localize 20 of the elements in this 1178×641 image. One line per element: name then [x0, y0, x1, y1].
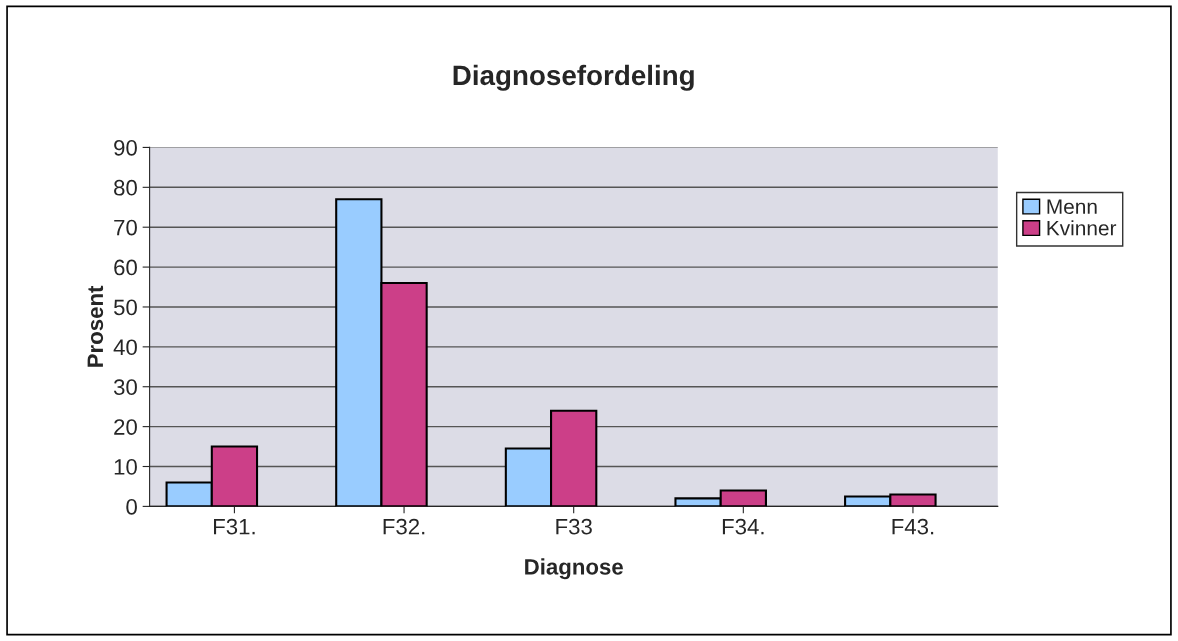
- x-tick-label: F31.: [214, 518, 255, 535]
- y-tick-label: 40: [113, 339, 137, 356]
- x-tick-label: F34.: [722, 518, 764, 535]
- y-tick-label: 60: [114, 259, 137, 276]
- x-tick-label: F33: [556, 518, 592, 535]
- y-tick-label: 80: [114, 179, 137, 196]
- y-tick-label: 0: [126, 498, 137, 515]
- y-tick-label: 30: [113, 379, 137, 396]
- y-axis-title: Prosent: [87, 285, 104, 367]
- y-tick-label: 50: [113, 299, 137, 316]
- legend-label: Kvinner: [1047, 220, 1117, 236]
- x-tick-label: F32.: [383, 518, 425, 535]
- y-tick-label: 10: [114, 459, 137, 475]
- y-tick-label: 70: [114, 219, 137, 236]
- y-tick-label: 90: [114, 139, 137, 156]
- x-axis-title: Diagnose: [525, 558, 623, 580]
- chart-title: Diagnosefordeling: [453, 64, 694, 91]
- x-tick-label: F43.: [892, 518, 934, 535]
- legend-label: Menn: [1047, 199, 1097, 215]
- y-tick-label: 20: [114, 419, 137, 435]
